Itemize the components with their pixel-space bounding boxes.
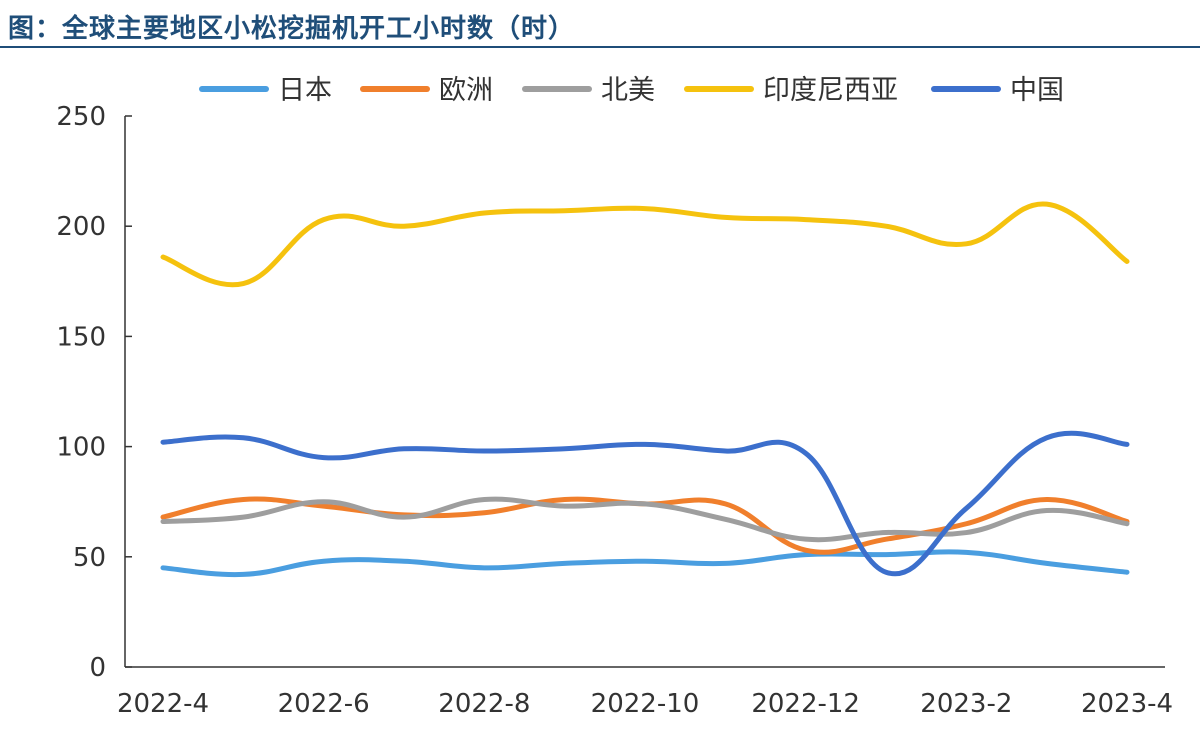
series-line-4 — [160, 430, 1130, 577]
series-line-3 — [160, 201, 1130, 288]
line-chart: 日本 欧洲 北美 印度尼西亚 中国 0 50 100 150 200 250 2022-4 2022-… — [56, 75, 1173, 719]
y-tick-label: 0 — [89, 653, 106, 683]
series-line-0 — [160, 549, 1130, 578]
chart-title: 图：全球主要地区小松挖掘机开工小时数（时） — [8, 14, 576, 44]
series-line-2 — [160, 496, 1130, 543]
legend-label-0: 日本 — [278, 75, 332, 106]
title-bar: 图：全球主要地区小松挖掘机开工小时数（时） — [0, 0, 1200, 48]
y-tick-label: 100 — [56, 433, 106, 463]
x-tick-label: 2023-2 — [920, 689, 1012, 719]
y-tick-label: 200 — [56, 212, 106, 242]
x-tick-label: 2022-4 — [117, 689, 209, 719]
legend: 日本 欧洲 北美 印度尼西亚 中国 — [199, 75, 1064, 106]
legend-label-2: 北美 — [601, 75, 655, 106]
legend-label-4: 中国 — [1010, 75, 1064, 106]
y-tick-label: 50 — [73, 543, 106, 573]
x-tick-label: 2022-12 — [751, 689, 860, 719]
x-tick-label: 2022-6 — [278, 689, 370, 719]
axes: 0 50 100 150 200 250 2022-4 2022-6 2022-8 2022-10… — [56, 102, 1173, 719]
title-underline — [0, 46, 1200, 48]
legend-label-3: 印度尼西亚 — [763, 75, 898, 106]
x-tick-label: 2023-4 — [1081, 689, 1173, 719]
y-tick-label: 150 — [56, 322, 106, 352]
x-tick-label: 2022-10 — [591, 689, 700, 719]
series-line-1 — [160, 496, 1130, 555]
y-tick-label: 250 — [56, 102, 106, 132]
legend-label-1: 欧洲 — [439, 75, 493, 106]
series-lines — [160, 201, 1130, 578]
x-tick-label: 2022-8 — [438, 689, 530, 719]
